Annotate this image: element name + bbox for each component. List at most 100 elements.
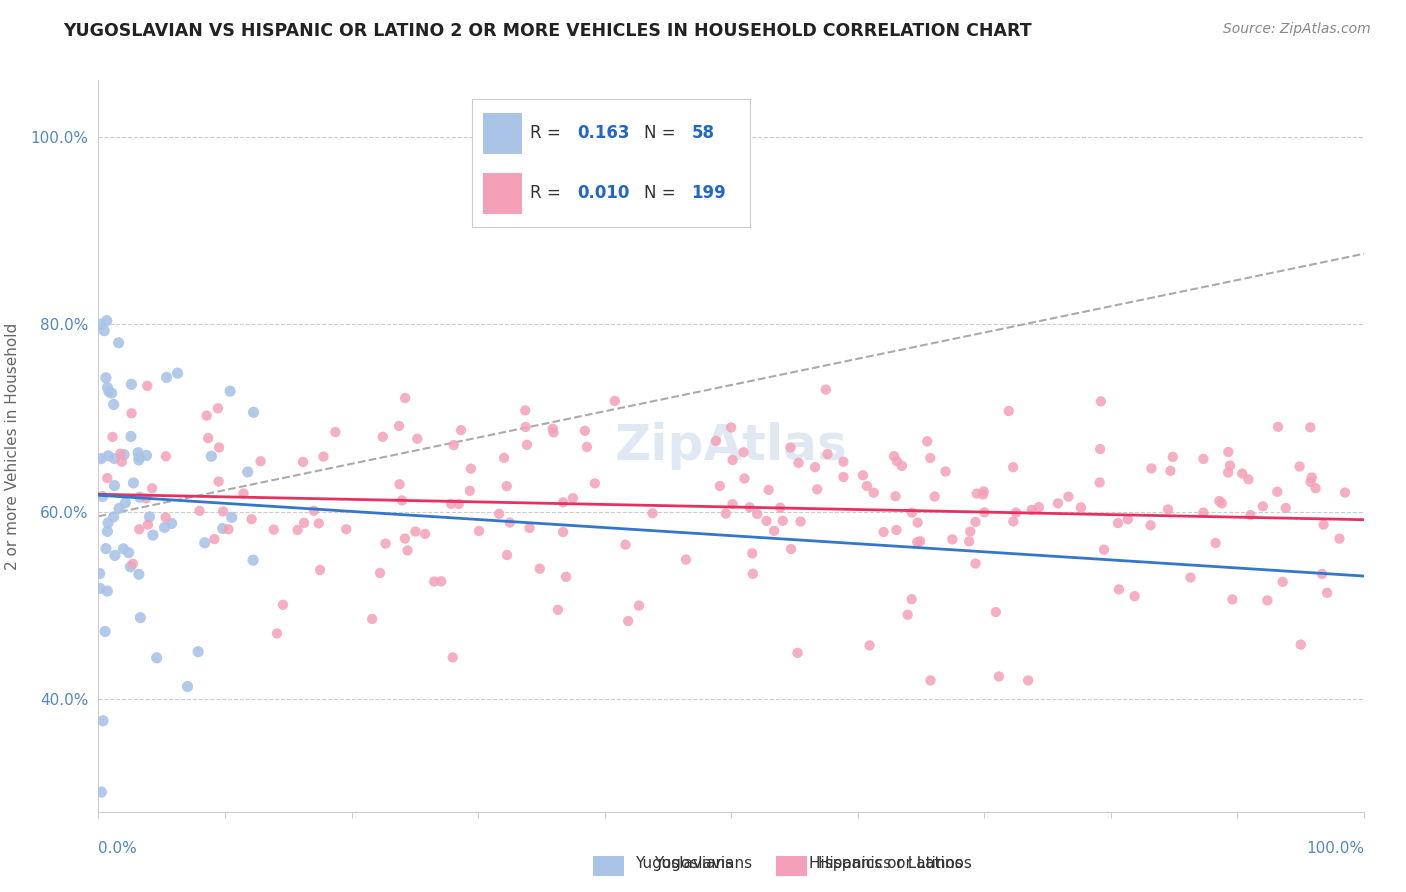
Point: [135, 491, 157, 506]
Point: [920, 673, 942, 688]
Point: [1208, 494, 1230, 508]
Point: [1316, 586, 1339, 600]
Point: [1123, 589, 1146, 603]
Point: [413, 527, 436, 541]
Point: [120, 559, 142, 574]
Point: [468, 524, 491, 538]
Point: [136, 379, 159, 393]
Point: [492, 450, 515, 465]
Point: [817, 447, 839, 461]
Point: [96, 584, 118, 599]
Point: [1274, 500, 1296, 515]
Point: [128, 522, 150, 536]
Text: Hispanics or Latinos: Hispanics or Latinos: [808, 856, 963, 871]
Point: [1070, 500, 1092, 515]
Point: [934, 465, 956, 479]
Point: [603, 394, 626, 409]
Point: [91, 714, 114, 728]
Point: [93, 324, 115, 338]
Point: [763, 524, 786, 538]
Point: [1088, 442, 1111, 456]
Point: [709, 479, 731, 493]
Point: [779, 441, 801, 455]
Point: [232, 486, 254, 500]
Point: [430, 574, 453, 589]
Point: [219, 384, 242, 399]
Point: [443, 438, 465, 452]
Point: [941, 533, 963, 547]
Point: [312, 450, 335, 464]
Point: [271, 598, 294, 612]
Point: [141, 481, 163, 495]
Point: [94, 541, 117, 556]
Point: [547, 603, 569, 617]
Point: [1271, 574, 1294, 589]
Point: [94, 624, 117, 639]
Point: [404, 524, 426, 539]
Point: [733, 445, 755, 459]
Point: [515, 403, 537, 417]
Point: [240, 512, 263, 526]
Point: [96, 381, 118, 395]
Point: [129, 610, 152, 624]
Point: [217, 522, 239, 536]
Point: [1310, 567, 1333, 582]
Point: [905, 535, 928, 549]
Point: [128, 490, 150, 504]
Point: [1312, 517, 1334, 532]
Point: [806, 483, 828, 497]
Point: [583, 476, 606, 491]
Point: [176, 680, 198, 694]
Point: [1028, 500, 1050, 515]
Point: [368, 566, 391, 580]
Point: [852, 468, 875, 483]
Point: [187, 645, 209, 659]
Point: [97, 516, 120, 530]
Point: [1046, 496, 1069, 510]
Point: [121, 406, 143, 420]
Point: [1329, 532, 1351, 546]
Point: [1211, 496, 1233, 510]
Point: [832, 455, 855, 469]
Point: [166, 366, 188, 380]
Point: [627, 599, 650, 613]
Point: [142, 528, 165, 542]
Point: [1002, 460, 1025, 475]
Y-axis label: 2 or more Vehicles in Household: 2 or more Vehicles in Household: [4, 322, 20, 570]
Point: [292, 455, 315, 469]
Point: [957, 534, 980, 549]
Point: [862, 485, 884, 500]
Point: [787, 456, 810, 470]
Point: [541, 422, 564, 436]
Point: [96, 471, 118, 485]
Point: [1256, 593, 1278, 607]
Point: [194, 536, 217, 550]
Point: [832, 470, 855, 484]
Point: [120, 377, 142, 392]
Point: [900, 592, 922, 607]
Point: [394, 391, 416, 405]
Point: [188, 504, 211, 518]
Point: [917, 434, 939, 449]
Point: [94, 371, 117, 385]
Point: [886, 454, 908, 468]
Text: 100.0%: 100.0%: [1306, 841, 1364, 856]
Point: [519, 521, 541, 535]
Point: [89, 318, 111, 332]
Point: [1237, 472, 1260, 486]
Point: [738, 500, 761, 515]
Point: [309, 563, 332, 577]
Point: [128, 450, 150, 464]
Point: [1116, 512, 1139, 526]
Point: [1092, 542, 1115, 557]
Point: [780, 541, 803, 556]
Point: [1265, 484, 1288, 499]
Point: [617, 614, 640, 628]
Point: [103, 478, 125, 492]
Text: Source: ZipAtlas.com: Source: ZipAtlas.com: [1223, 22, 1371, 37]
Point: [90, 785, 112, 799]
Point: [1057, 490, 1080, 504]
Point: [1289, 638, 1312, 652]
Point: [97, 449, 120, 463]
Point: [1192, 506, 1215, 520]
